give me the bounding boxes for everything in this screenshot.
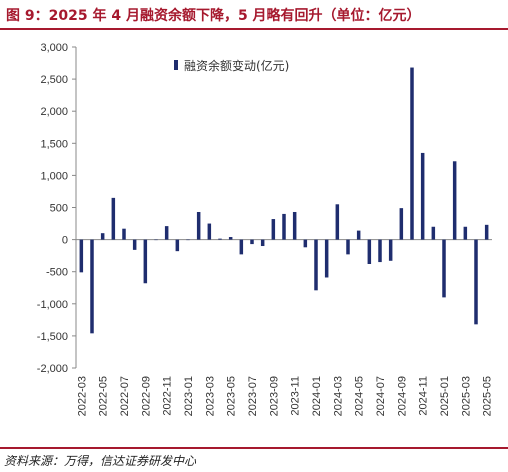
bar — [442, 239, 446, 298]
bar — [175, 239, 180, 252]
y-tick-label: -1,500 — [37, 331, 68, 343]
x-tick-label: 2023-07 — [247, 376, 259, 416]
x-tick-label: 2022-03 — [76, 376, 88, 416]
bar — [356, 230, 361, 240]
y-tick-label: 1,000 — [40, 170, 68, 182]
bar — [282, 213, 286, 240]
y-tick-label: -1,000 — [37, 299, 68, 311]
bar — [420, 152, 425, 240]
x-tick-label: 2024-03 — [332, 376, 344, 416]
bar — [314, 239, 318, 291]
bar — [218, 238, 222, 240]
bar — [410, 67, 414, 240]
x-tick-label: 2024-01 — [311, 376, 323, 416]
x-tick-label: 2024-09 — [396, 376, 408, 416]
bar — [228, 237, 233, 240]
x-tick-label: 2025-01 — [439, 376, 451, 416]
bar — [164, 226, 169, 240]
title-bar: 图 9：2025 年 4 月融资余额下降，5 月略有回升（单位：亿元） — [0, 0, 508, 30]
x-tick-label: 2023-05 — [226, 376, 238, 416]
bar — [154, 239, 158, 241]
y-tick-label: -2,000 — [37, 363, 68, 375]
bar — [388, 239, 393, 261]
bar — [346, 239, 350, 255]
bar — [186, 239, 190, 241]
source-note: 资料来源：万得，信达证券研发中心 — [4, 454, 197, 468]
bar — [367, 239, 372, 264]
bar — [90, 239, 94, 334]
bar — [132, 239, 137, 250]
bar — [196, 211, 201, 240]
y-tick-label: 2,500 — [40, 74, 68, 86]
bar — [143, 239, 148, 284]
bar — [324, 239, 329, 278]
bar — [111, 197, 116, 240]
bar — [484, 224, 489, 240]
x-tick-label: 2022-11 — [162, 376, 174, 416]
bar — [378, 239, 382, 263]
footer-divider — [0, 447, 508, 449]
bar — [335, 204, 340, 240]
bar — [122, 228, 126, 240]
bar — [292, 211, 297, 240]
x-tick-label: 2022-07 — [119, 376, 131, 416]
bar — [260, 239, 265, 247]
x-tick-label: 2024-07 — [375, 376, 387, 416]
x-tick-label: 2024-11 — [418, 376, 430, 416]
bar — [431, 226, 436, 240]
bar — [271, 219, 276, 240]
x-tick-label: 2025-05 — [482, 376, 494, 416]
y-tick-label: -500 — [46, 267, 68, 279]
x-tick-label: 2025-03 — [460, 376, 472, 416]
x-tick-label: 2022-05 — [98, 376, 110, 416]
x-tick-label: 2023-01 — [183, 376, 195, 416]
bar — [303, 239, 308, 248]
chart-title: 图 9：2025 年 4 月融资余额下降，5 月略有回升（单位：亿元） — [6, 8, 421, 24]
x-tick-label: 2023-03 — [204, 376, 216, 416]
y-tick-label: 0 — [62, 235, 68, 247]
bar — [250, 239, 254, 245]
x-tick-label: 2023-09 — [268, 376, 280, 416]
y-tick-label: 1,500 — [40, 138, 68, 150]
bar — [463, 226, 468, 240]
bar — [239, 239, 244, 255]
x-tick-label: 2024-05 — [354, 376, 366, 416]
y-tick-label: 2,000 — [40, 106, 68, 118]
bar — [207, 223, 212, 240]
y-tick-label: 500 — [50, 203, 68, 215]
x-tick-label: 2023-11 — [290, 376, 302, 416]
bar — [452, 161, 457, 240]
y-tick-label: 3,000 — [40, 42, 68, 54]
bar — [399, 208, 404, 240]
legend-label: 融资余额变动(亿元) — [184, 58, 289, 73]
x-tick-label: 2022-09 — [140, 376, 152, 416]
bar — [79, 239, 84, 273]
bar — [100, 233, 105, 240]
legend-swatch — [174, 60, 178, 70]
bar — [474, 239, 478, 325]
